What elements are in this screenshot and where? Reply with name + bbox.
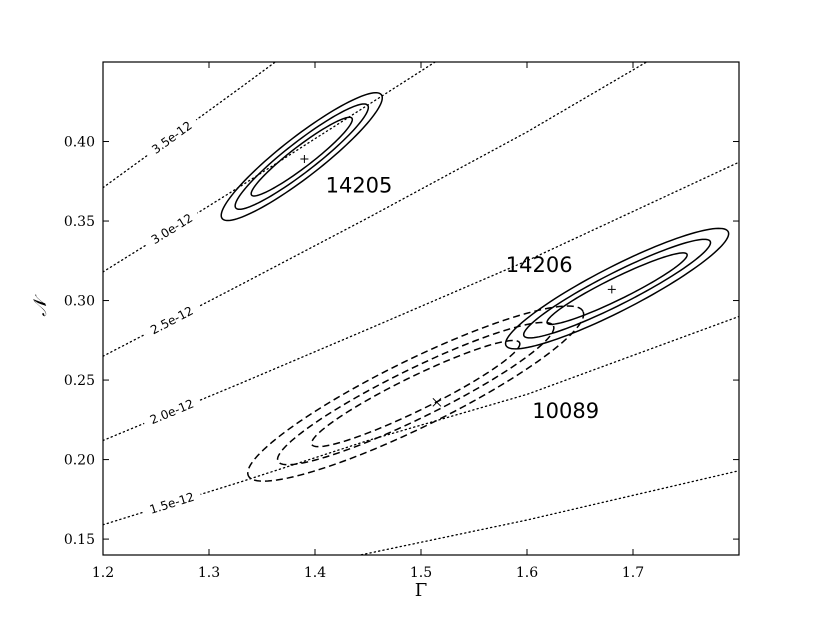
annotation-14206: 14206 xyxy=(506,253,573,277)
y-tick-label: 0.40 xyxy=(64,135,95,151)
x-tick-label: 1.5 xyxy=(410,565,432,581)
x-tick-label: 1.2 xyxy=(92,565,114,581)
x-tick-label: 1.7 xyxy=(622,565,644,581)
y-tick-label: 0.20 xyxy=(64,453,95,469)
annotation-10089: 10089 xyxy=(532,399,599,423)
x-tick-label: 1.6 xyxy=(516,565,538,581)
flux-contour-label: 2.0e-12 xyxy=(148,397,196,428)
x-axis-label: Γ xyxy=(415,580,428,601)
y-tick-label: 0.30 xyxy=(64,294,95,310)
y-tick-label: 0.25 xyxy=(64,373,95,389)
x-tick-label: 1.4 xyxy=(304,565,326,581)
confidence-contour-10089 xyxy=(247,305,585,482)
flux-contour-line xyxy=(103,62,277,189)
flux-contour-line xyxy=(357,470,739,555)
y-tick-label: 0.35 xyxy=(64,214,95,230)
contour-label-bg xyxy=(142,113,200,161)
flux-contour-line xyxy=(103,62,648,357)
flux-contour-label: 2.5e-12 xyxy=(148,304,195,338)
best-fit-marker-14206 xyxy=(607,285,616,294)
x-tick-label: 1.3 xyxy=(198,565,220,581)
flux-contour-line xyxy=(103,161,739,442)
annotation-14205: 14205 xyxy=(326,173,393,197)
y-tick-label: 0.15 xyxy=(64,532,95,548)
confidence-contour-10089 xyxy=(276,321,555,466)
flux-contour-label: 3.5e-12 xyxy=(149,118,195,156)
contour-label-bg xyxy=(140,486,203,518)
confidence-contour-14205 xyxy=(220,91,384,222)
confidence-contour-14205 xyxy=(234,103,370,211)
confidence-contour-14206 xyxy=(504,227,730,350)
flux-contour-line xyxy=(103,62,437,273)
contour-label-bg xyxy=(141,392,202,429)
contour-label-bg xyxy=(142,206,201,250)
best-fit-marker-10089 xyxy=(432,397,442,407)
best-fit-marker-14205 xyxy=(300,155,309,164)
flux-contour-label: 1.5e-12 xyxy=(148,490,196,517)
y-axis-label: 𝒩 xyxy=(30,294,51,317)
confidence-contour-10089 xyxy=(310,339,521,448)
contour-label-bg xyxy=(141,299,202,340)
confidence-contour-14205 xyxy=(250,116,354,197)
flux-contour-label: 3.0e-12 xyxy=(149,211,196,247)
confidence-contour-14206 xyxy=(522,238,712,339)
